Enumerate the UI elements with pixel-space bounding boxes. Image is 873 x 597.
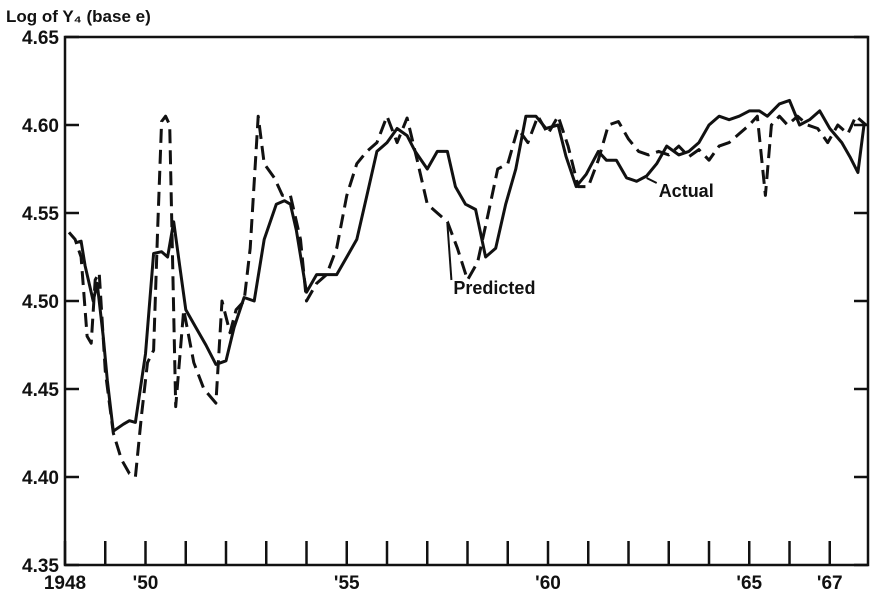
y-tick-label: 4.55 xyxy=(22,204,59,225)
y-axis-ticks: 4.35 4.40 4.45 4.50 4.55 4.60 4.65 xyxy=(22,28,868,577)
series-line-predicted xyxy=(67,114,867,479)
y-tick-label: 4.45 xyxy=(22,380,59,401)
y-tick-label: 4.65 xyxy=(22,28,59,49)
y-tick-label: 4.50 xyxy=(22,292,59,313)
y-axis-title: Log of Y₄ (base e) xyxy=(6,7,151,26)
x-tick-label: '60 xyxy=(535,573,561,594)
y-tick-label: 4.40 xyxy=(22,468,59,489)
y-tick-label: 4.60 xyxy=(22,116,59,137)
annotation-leader xyxy=(446,223,453,281)
series-layer xyxy=(67,98,867,479)
x-tick-label: '50 xyxy=(133,573,159,594)
x-axis-ticks: 1948 '50 '55 '60 '65 '67 xyxy=(44,541,843,594)
y-tick-label: 4.35 xyxy=(22,556,59,577)
annotation-layer: Actual Predicted xyxy=(446,177,714,298)
series-line-actual xyxy=(74,98,866,433)
annotation-leader xyxy=(646,177,658,184)
annotation-actual: Actual xyxy=(659,181,714,201)
x-tick-label: '67 xyxy=(817,573,843,594)
x-tick-label: 1948 xyxy=(44,573,86,594)
x-tick-label: '65 xyxy=(736,573,762,594)
annotation-predicted: Predicted xyxy=(453,278,535,298)
x-tick-label: '55 xyxy=(334,573,360,594)
